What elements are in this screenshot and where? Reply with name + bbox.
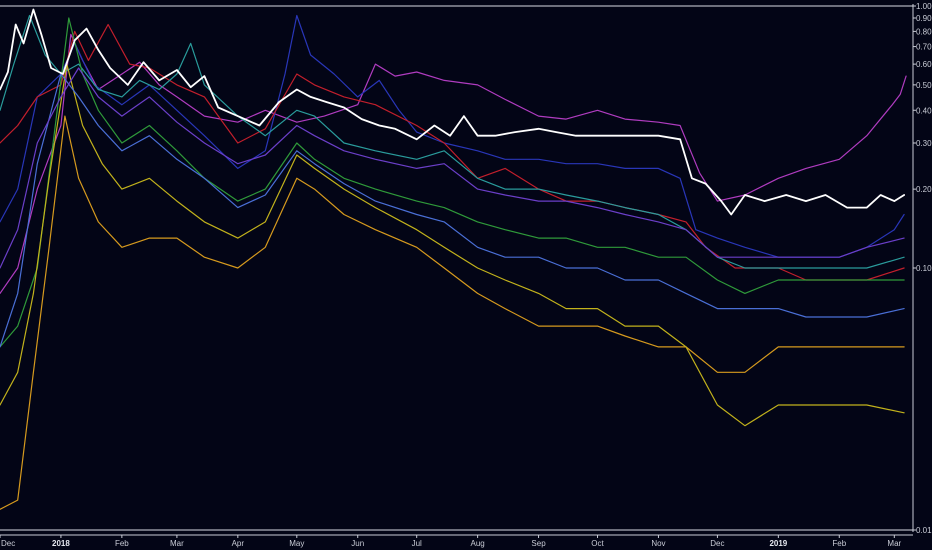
x-tick-label: 2019: [769, 539, 787, 548]
x-tick-label: Aug: [471, 539, 485, 548]
x-tick-label: Jul: [412, 539, 422, 548]
x-tick-label: Mar: [170, 539, 184, 548]
y-tick-label: 0.20: [916, 185, 932, 194]
y-tick-label: 1.00: [916, 2, 932, 11]
x-tick-label: Sep: [531, 539, 546, 548]
series-line-9: [0, 73, 905, 348]
y-tick-label: 0.60: [916, 60, 932, 69]
series-line-6: [0, 17, 905, 348]
x-tick-label: 2018: [52, 539, 70, 548]
x-tick-label: May: [289, 539, 304, 548]
y-tick-label: 0.70: [916, 43, 932, 52]
y-tick-label: 0.30: [916, 139, 932, 148]
x-tick-label: Dec: [710, 539, 724, 548]
y-axis: 1.00 0.90 0.80 0.70 0.60 0.50 0.40 0.30 0.20 0.10…: [0, 2, 932, 535]
x-tick-label: Mar: [887, 539, 901, 548]
series-line-1: [0, 8, 905, 216]
series-line-2: [0, 33, 907, 294]
x-tick-label: Nov: [651, 539, 665, 548]
x-tick-label: Dec: [1, 539, 15, 548]
x-tick-label: Apr: [232, 539, 245, 548]
y-tick-label: 0.90: [916, 14, 932, 23]
y-tick-label: 0.50: [916, 81, 932, 90]
x-tick-label: Feb: [115, 539, 129, 548]
series-line-7: [0, 115, 905, 510]
y-tick-label: 0.01: [916, 526, 932, 535]
x-tick-label: Jun: [351, 539, 364, 548]
series-line-8: [0, 63, 905, 427]
y-tick-label: 0.40: [916, 106, 932, 115]
x-tick-label: Feb: [832, 539, 846, 548]
y-tick-label: 0.80: [916, 27, 932, 36]
y-tick-label: 0.10: [916, 264, 932, 273]
series-line-5: [0, 14, 905, 269]
series-layer: [0, 8, 907, 510]
x-axis: Dec 2018 Feb Mar Apr May Jun Jul Aug Sep Oct Nov Dec…: [0, 534, 913, 548]
x-tick-label: Oct: [591, 539, 604, 548]
series-line-10: [0, 67, 905, 269]
